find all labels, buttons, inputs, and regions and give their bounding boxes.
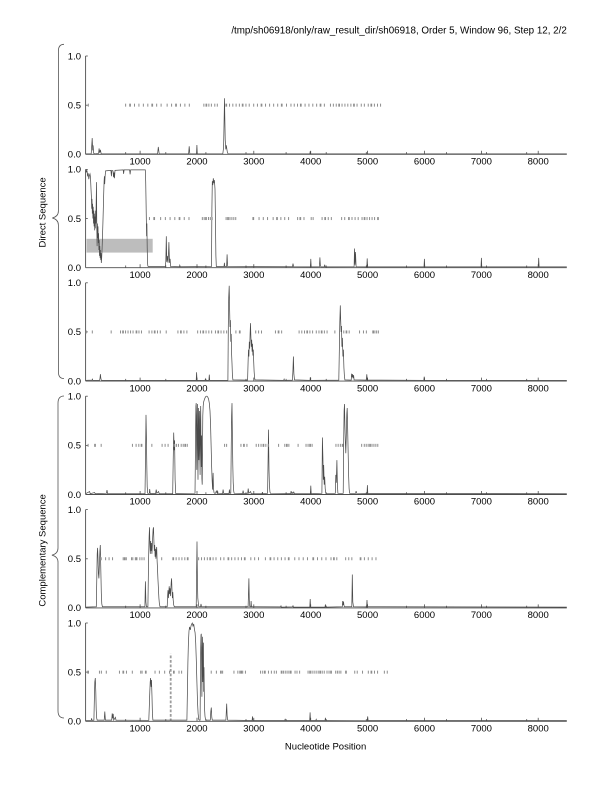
svg-text:8000: 8000	[528, 157, 549, 168]
svg-text:0.5: 0.5	[68, 441, 81, 452]
svg-text:2000: 2000	[186, 157, 207, 168]
svg-text:6000: 6000	[414, 724, 435, 735]
svg-text:Direct Sequence: Direct Sequence	[38, 177, 49, 247]
svg-text:1.0: 1.0	[68, 618, 81, 629]
svg-text:7000: 7000	[471, 157, 492, 168]
svg-text:4000: 4000	[300, 270, 321, 281]
svg-text:1.0: 1.0	[68, 51, 81, 62]
svg-text:4000: 4000	[300, 610, 321, 621]
svg-text:3000: 3000	[243, 383, 264, 394]
svg-text:7000: 7000	[471, 724, 492, 735]
svg-text:1000: 1000	[130, 724, 151, 735]
svg-text:5000: 5000	[357, 270, 378, 281]
svg-text:2000: 2000	[186, 497, 207, 508]
svg-text:Complementary Sequence: Complementary Sequence	[38, 494, 49, 606]
svg-text:0.0: 0.0	[68, 603, 81, 614]
svg-text:0.5: 0.5	[68, 101, 81, 112]
svg-text:2000: 2000	[186, 383, 207, 394]
svg-text:7000: 7000	[471, 383, 492, 394]
svg-text:0.5: 0.5	[68, 667, 81, 678]
svg-text:7000: 7000	[471, 610, 492, 621]
svg-text:1.0: 1.0	[68, 278, 81, 289]
svg-text:6000: 6000	[414, 383, 435, 394]
svg-text:5000: 5000	[357, 383, 378, 394]
svg-text:5000: 5000	[357, 610, 378, 621]
svg-text:/tmp/sh06918/only/raw_result_d: /tmp/sh06918/only/raw_result_dir/sh06918…	[231, 26, 566, 37]
svg-text:5000: 5000	[357, 724, 378, 735]
svg-text:2000: 2000	[186, 724, 207, 735]
svg-text:0.0: 0.0	[68, 263, 81, 274]
svg-text:3000: 3000	[243, 270, 264, 281]
svg-text:2000: 2000	[186, 270, 207, 281]
svg-text:6000: 6000	[414, 497, 435, 508]
svg-text:5000: 5000	[357, 497, 378, 508]
svg-text:3000: 3000	[243, 724, 264, 735]
svg-text:8000: 8000	[528, 610, 549, 621]
svg-text:3000: 3000	[243, 497, 264, 508]
svg-text:8000: 8000	[528, 383, 549, 394]
svg-text:0.0: 0.0	[68, 490, 81, 501]
svg-text:1000: 1000	[130, 497, 151, 508]
svg-text:Nucleotide Position: Nucleotide Position	[285, 742, 366, 753]
svg-text:6000: 6000	[414, 270, 435, 281]
svg-text:1.0: 1.0	[68, 392, 81, 403]
svg-text:1.0: 1.0	[68, 165, 81, 176]
svg-text:4000: 4000	[300, 724, 321, 735]
svg-text:1000: 1000	[130, 270, 151, 281]
svg-text:0.0: 0.0	[68, 376, 81, 387]
svg-text:2000: 2000	[186, 610, 207, 621]
svg-text:6000: 6000	[414, 610, 435, 621]
svg-text:6000: 6000	[414, 157, 435, 168]
svg-text:0.5: 0.5	[68, 214, 81, 225]
svg-text:0.0: 0.0	[68, 150, 81, 161]
svg-text:1000: 1000	[130, 610, 151, 621]
svg-text:8000: 8000	[528, 724, 549, 735]
svg-text:4000: 4000	[300, 157, 321, 168]
svg-text:7000: 7000	[471, 497, 492, 508]
svg-text:4000: 4000	[300, 383, 321, 394]
svg-text:3000: 3000	[243, 610, 264, 621]
svg-text:1000: 1000	[130, 157, 151, 168]
svg-text:3000: 3000	[243, 157, 264, 168]
svg-text:5000: 5000	[357, 157, 378, 168]
svg-text:0.0: 0.0	[68, 717, 81, 728]
svg-text:1000: 1000	[130, 383, 151, 394]
svg-text:8000: 8000	[528, 270, 549, 281]
svg-text:0.5: 0.5	[68, 554, 81, 565]
svg-text:4000: 4000	[300, 497, 321, 508]
svg-text:7000: 7000	[471, 270, 492, 281]
svg-text:1.0: 1.0	[68, 505, 81, 516]
svg-text:0.5: 0.5	[68, 327, 81, 338]
svg-text:8000: 8000	[528, 497, 549, 508]
